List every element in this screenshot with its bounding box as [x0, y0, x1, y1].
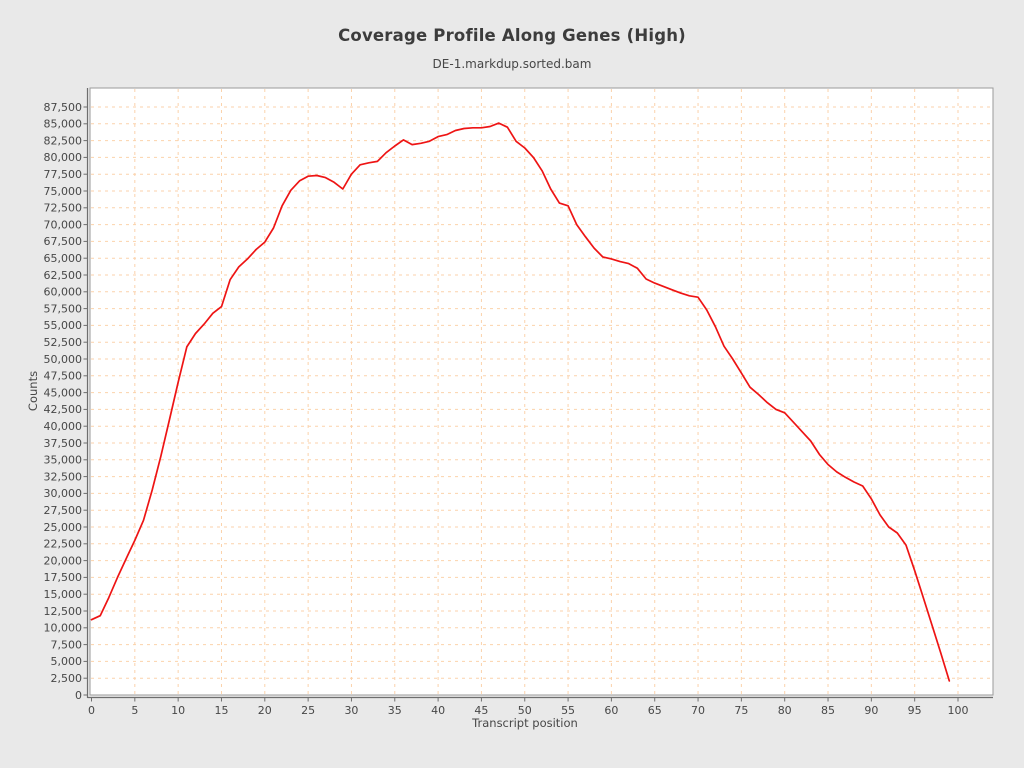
y-tick-label: 82,500: [44, 134, 83, 147]
y-tick-label: 7,500: [51, 638, 83, 651]
x-tick-label: 5: [131, 704, 138, 717]
y-tick-label: 70,000: [44, 218, 83, 231]
y-tick-label: 52,500: [44, 336, 83, 349]
x-tick-label: 70: [691, 704, 705, 717]
y-tick-label: 2,500: [51, 672, 83, 685]
y-tick-label: 60,000: [44, 286, 83, 299]
y-tick-label: 25,000: [44, 521, 83, 534]
y-tick-label: 17,500: [44, 571, 83, 584]
y-tick-label: 85,000: [44, 118, 83, 131]
y-tick-label: 77,500: [44, 168, 83, 181]
x-tick-label: 35: [388, 704, 402, 717]
y-tick-label: 75,000: [44, 185, 83, 198]
x-tick-label: 40: [431, 704, 445, 717]
chart-title: Coverage Profile Along Genes (High): [338, 26, 686, 45]
y-tick-label: 87,500: [44, 101, 83, 114]
y-tick-label: 27,500: [44, 504, 83, 517]
x-tick-label: 45: [474, 704, 488, 717]
x-tick-label: 100: [948, 704, 969, 717]
y-tick-label: 65,000: [44, 252, 83, 265]
y-tick-label: 32,500: [44, 470, 83, 483]
x-tick-label: 25: [301, 704, 315, 717]
x-tick-label: 65: [648, 704, 662, 717]
y-tick-label: 45,000: [44, 386, 83, 399]
y-tick-label: 20,000: [44, 554, 83, 567]
y-tick-label: 40,000: [44, 420, 83, 433]
x-tick-label: 50: [518, 704, 532, 717]
chart-subtitle: DE-1.markdup.sorted.bam: [432, 57, 592, 71]
x-tick-label: 80: [778, 704, 792, 717]
y-tick-label: 5,000: [51, 655, 83, 668]
y-tick-label: 57,500: [44, 302, 83, 315]
y-tick-label: 0: [75, 689, 82, 702]
x-tick-label: 90: [864, 704, 878, 717]
y-tick-label: 12,500: [44, 605, 83, 618]
x-tick-label: 75: [734, 704, 748, 717]
y-tick-label: 30,000: [44, 487, 83, 500]
y-tick-label: 47,500: [44, 370, 83, 383]
x-tick-label: 60: [604, 704, 618, 717]
y-tick-label: 35,000: [44, 454, 83, 467]
y-tick-label: 50,000: [44, 353, 83, 366]
x-tick-label: 95: [908, 704, 922, 717]
y-tick-label: 22,500: [44, 538, 83, 551]
y-axis-label: Counts: [26, 370, 40, 412]
y-tick-label: 37,500: [44, 437, 83, 450]
y-tick-label: 55,000: [44, 319, 83, 332]
x-tick-label: 15: [214, 704, 228, 717]
y-tick-label: 10,000: [44, 622, 83, 635]
y-tick-label: 80,000: [44, 151, 83, 164]
y-tick-label: 67,500: [44, 235, 83, 248]
y-tick-label: 72,500: [44, 202, 83, 215]
x-tick-label: 30: [344, 704, 358, 717]
y-tick-label: 15,000: [44, 588, 83, 601]
x-tick-label: 55: [561, 704, 575, 717]
y-tick-label: 42,500: [44, 403, 83, 416]
plot-area: [89, 87, 994, 696]
x-axis-label: Transcript position: [472, 716, 578, 730]
x-tick-label: 85: [821, 704, 835, 717]
y-tick-label: 62,500: [44, 269, 83, 282]
x-tick-label: 20: [258, 704, 272, 717]
x-tick-label: 10: [171, 704, 185, 717]
coverage-line: [90, 122, 951, 682]
x-tick-label: 0: [88, 704, 95, 717]
